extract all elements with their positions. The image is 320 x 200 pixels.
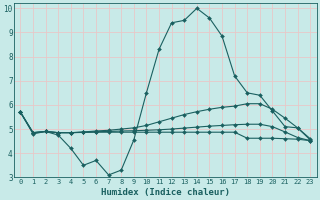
X-axis label: Humidex (Indice chaleur): Humidex (Indice chaleur) [101,188,230,197]
